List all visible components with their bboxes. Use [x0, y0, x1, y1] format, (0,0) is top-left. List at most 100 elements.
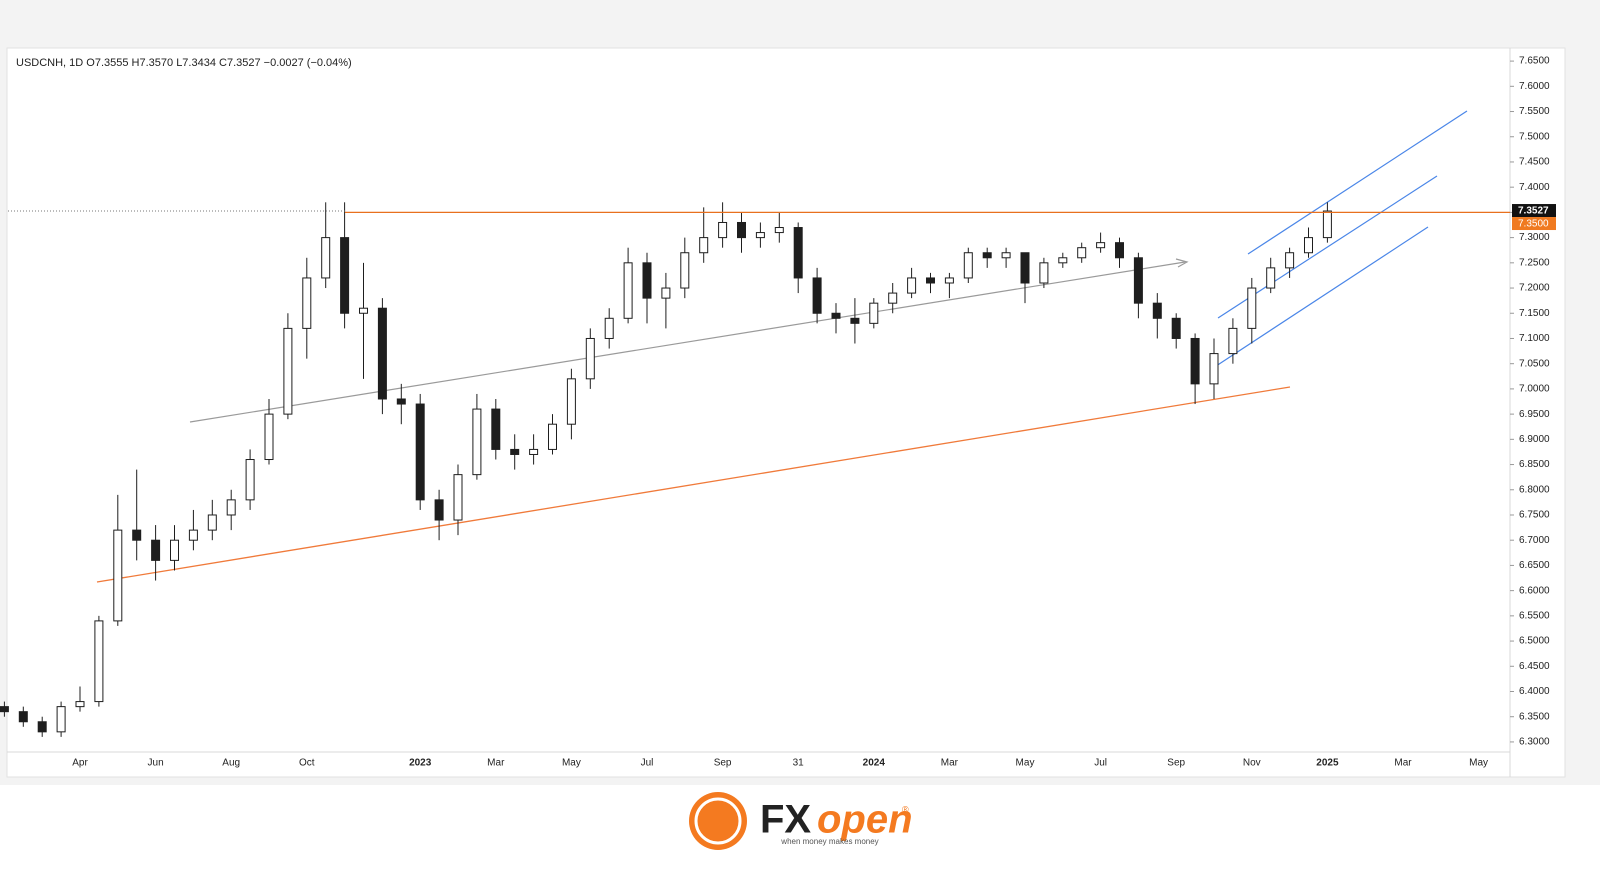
candle-body — [510, 448, 520, 455]
y-tick-label: 6.6000 — [1519, 585, 1550, 596]
candle-body — [1228, 327, 1238, 355]
candle-body — [907, 277, 917, 294]
candle-body — [340, 237, 350, 314]
x-tick-label: 2025 — [1316, 758, 1339, 769]
y-tick-label: 6.4000 — [1519, 686, 1550, 697]
candle-body — [604, 317, 614, 339]
candle-body — [926, 277, 935, 284]
candle-body — [188, 529, 198, 541]
logo-emblem-ring — [694, 797, 742, 845]
candle-body — [283, 327, 293, 415]
candle-body — [944, 277, 954, 284]
candle-body — [850, 317, 860, 324]
candle-body — [207, 514, 217, 531]
candle-body — [718, 221, 728, 239]
candle-body — [94, 620, 104, 703]
y-tick-label: 6.3000 — [1519, 737, 1550, 748]
y-tick-label: 7.5500 — [1519, 106, 1550, 117]
candle-body — [1152, 302, 1162, 319]
candle-body — [226, 499, 236, 516]
candle-body — [661, 287, 671, 299]
y-tick-label: 6.4500 — [1519, 661, 1550, 672]
candle-body — [0, 706, 9, 713]
y-tick-label: 6.5000 — [1519, 636, 1550, 647]
y-tick-label: 7.0500 — [1519, 358, 1550, 369]
candle-body — [548, 423, 557, 450]
candle-body — [831, 312, 841, 319]
candle-body — [1171, 317, 1181, 339]
x-tick-label: Aug — [222, 758, 240, 769]
drawings — [96, 110, 1468, 583]
candle-body — [491, 408, 501, 450]
y-tick-label: 6.9000 — [1519, 434, 1550, 445]
candle-body — [566, 378, 576, 425]
candle-body — [377, 307, 387, 400]
candle-body — [321, 237, 331, 279]
footer-band — [0, 785, 1600, 879]
x-tick-label: Jul — [641, 758, 654, 769]
candle-body — [737, 221, 746, 239]
candle-body — [151, 539, 161, 561]
candle-body — [113, 529, 123, 622]
candle-body — [359, 307, 368, 314]
candle-body — [1285, 252, 1295, 269]
arrow-head — [1175, 258, 1189, 268]
candle-body — [18, 711, 28, 723]
candle-body — [774, 227, 784, 234]
x-tick-label: May — [1469, 758, 1488, 769]
candle-body — [963, 252, 973, 279]
registered-mark: ® — [902, 804, 909, 814]
y-tick-label: 7.6000 — [1519, 81, 1550, 92]
y-tick-label: 6.7000 — [1519, 535, 1550, 546]
candle-body — [1133, 257, 1143, 304]
candle-body — [170, 539, 179, 561]
candle-body — [1322, 210, 1332, 239]
x-tick-label: Apr — [72, 758, 88, 769]
x-tick-label: Sep — [714, 758, 732, 769]
y-tick-label: 7.6500 — [1519, 56, 1550, 67]
candle-body — [1247, 287, 1257, 329]
candle-body — [1096, 242, 1106, 249]
y-tick-label: 6.9500 — [1519, 409, 1550, 420]
candle-body — [1001, 252, 1011, 259]
chart-panel — [6, 47, 1566, 778]
tagline: when money makes money — [780, 837, 878, 846]
candle-body — [812, 277, 822, 314]
candle-body — [434, 499, 444, 521]
candle-body — [1115, 242, 1124, 259]
candle-body — [1039, 262, 1049, 284]
candle-body — [642, 262, 652, 299]
brand-fx: FX — [760, 798, 811, 842]
candle-body — [75, 701, 85, 708]
chart-title: USDCNH, 1D O7.3555 H7.3570 L7.3434 C7.35… — [16, 57, 352, 69]
logo-emblem — [689, 792, 747, 850]
x-tick-label: Oct — [299, 758, 315, 769]
level-box — [1512, 217, 1556, 231]
logo: FX open ® when money makes money — [689, 792, 913, 850]
candle-body — [132, 529, 142, 541]
x-tick-label: Jun — [148, 758, 164, 769]
y-tick-label: 7.2000 — [1519, 283, 1550, 294]
candle-body — [453, 474, 463, 521]
candle-body — [302, 277, 312, 329]
y-tick-label: 6.6500 — [1519, 560, 1550, 571]
channel-line — [1209, 226, 1429, 371]
level-label: 7.3500 — [1518, 219, 1549, 230]
y-tick-label: 7.4000 — [1519, 182, 1550, 193]
candle-body — [396, 398, 406, 405]
last-price-label: 7.3527 — [1518, 206, 1549, 217]
trend-line — [189, 261, 1186, 423]
x-tick-label: Sep — [1167, 758, 1185, 769]
candle-body — [1058, 257, 1068, 264]
candle-body — [245, 459, 255, 501]
candle-body — [869, 302, 879, 324]
last-price-box — [1512, 204, 1556, 218]
candle-body — [585, 337, 595, 380]
candle-body — [982, 252, 992, 259]
x-tick-label: Mar — [1394, 758, 1412, 769]
candle-body — [1190, 337, 1200, 385]
brand-open: open — [817, 798, 913, 842]
x-tick-label: 31 — [793, 758, 805, 769]
candle-body — [529, 448, 539, 455]
